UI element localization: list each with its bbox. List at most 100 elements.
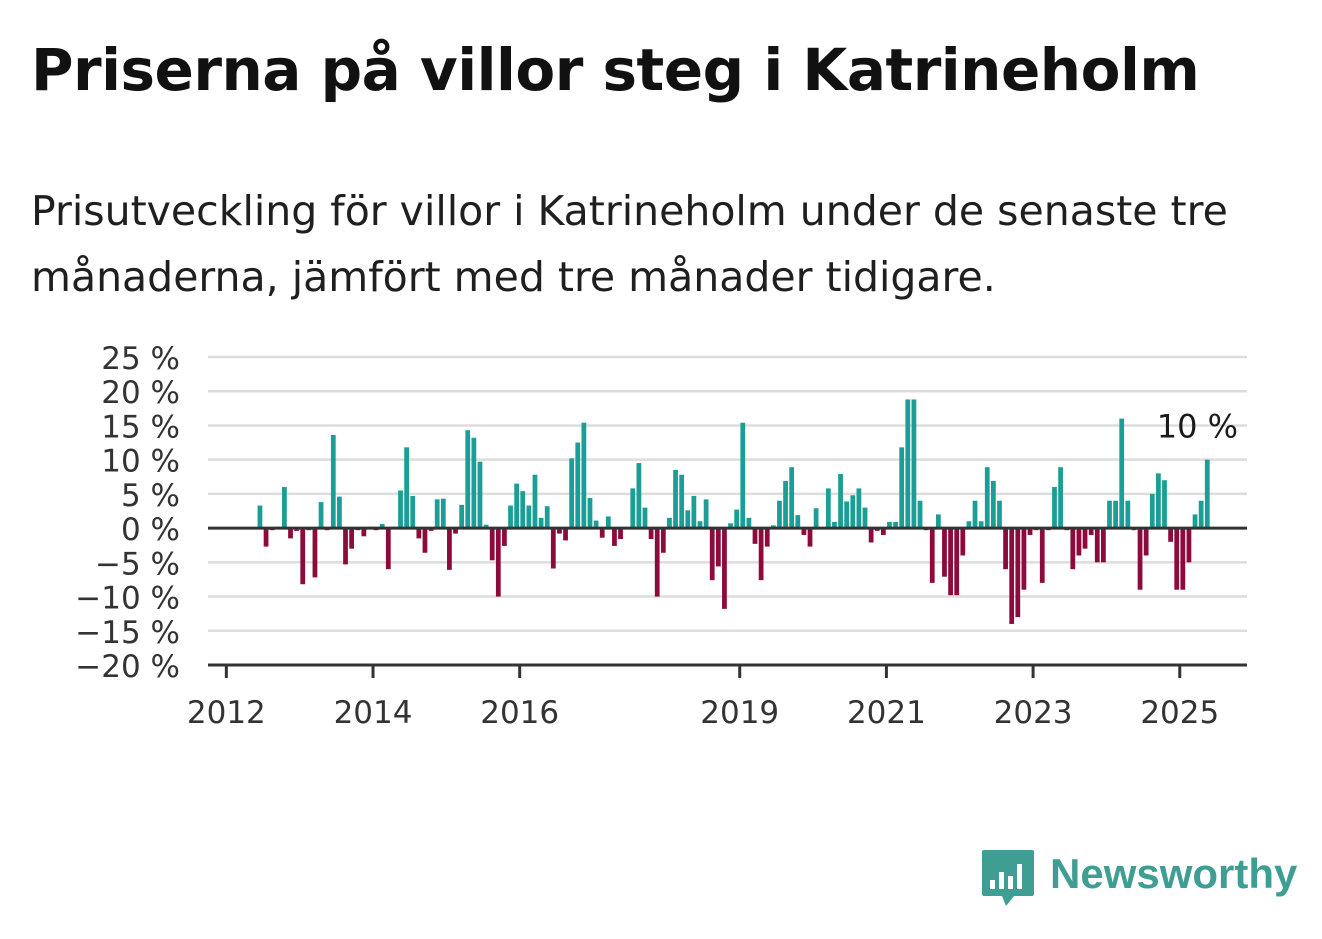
bar [410, 495, 416, 529]
bar [599, 528, 605, 538]
x-tick-label: 2012 [187, 695, 266, 731]
last-value-annotation: 10 % [1157, 408, 1238, 446]
bar [1107, 500, 1112, 529]
bar [709, 528, 715, 581]
y-tick-label: −15 % [75, 615, 180, 651]
bar [575, 442, 581, 529]
bar [349, 528, 355, 549]
bar [385, 528, 391, 570]
bar [899, 447, 905, 529]
bar [1168, 528, 1173, 542]
bar [905, 399, 911, 529]
bar [465, 430, 471, 529]
bar-chart-speech-bubble-icon [982, 850, 1034, 906]
bar [1192, 514, 1198, 529]
bar [587, 497, 593, 529]
bar [691, 495, 697, 529]
bar [911, 399, 917, 529]
bar [1009, 528, 1015, 624]
bar [813, 508, 819, 529]
bar [477, 461, 483, 529]
bar [942, 528, 947, 577]
bar [850, 495, 856, 529]
bar [1198, 500, 1204, 529]
bar [997, 500, 1002, 529]
bar [764, 528, 770, 547]
bar [532, 474, 538, 529]
bar [990, 480, 996, 529]
bar [1174, 528, 1180, 590]
bar [1076, 528, 1082, 556]
x-tick-label: 2014 [334, 695, 413, 731]
bar [1155, 473, 1161, 529]
bar [508, 505, 513, 529]
brand-name: Newsworthy [1050, 850, 1298, 897]
newsworthy-logo: Newsworthy [980, 848, 1297, 912]
bar [1137, 528, 1143, 590]
x-tick-label: 2021 [847, 695, 926, 731]
bar [734, 509, 740, 529]
bar [887, 521, 892, 529]
bar [715, 528, 721, 567]
bar [1003, 528, 1008, 570]
bar [569, 458, 575, 529]
bar [1119, 418, 1125, 529]
y-tick-label: 25 % [101, 341, 180, 377]
bar [673, 469, 678, 529]
bar [929, 528, 935, 583]
bar [984, 467, 990, 529]
bar [1021, 528, 1027, 590]
bar [954, 528, 960, 596]
y-tick-label: −20 % [75, 649, 180, 685]
bar [758, 528, 764, 581]
bar [495, 528, 501, 597]
bar [844, 501, 850, 529]
bar [593, 520, 599, 529]
bar [807, 528, 813, 547]
bar [795, 515, 801, 529]
bar [978, 521, 984, 529]
bar [654, 528, 660, 597]
bar [434, 499, 440, 529]
bar [312, 528, 318, 578]
bar [398, 490, 403, 529]
bar [960, 528, 966, 556]
bar [746, 517, 752, 529]
bar [440, 498, 446, 529]
y-tick-label: 5 % [121, 478, 180, 514]
bar [526, 505, 532, 529]
bar [1027, 528, 1033, 535]
bar [856, 488, 862, 529]
bar [868, 528, 874, 543]
bar [1204, 459, 1210, 529]
bar [642, 507, 648, 529]
bar [1149, 493, 1155, 529]
x-tick-label: 2019 [700, 695, 779, 731]
bar [550, 528, 556, 569]
bar [257, 505, 263, 529]
bar [972, 500, 978, 529]
bar [685, 510, 691, 529]
bar [1088, 528, 1094, 535]
bar [1070, 528, 1076, 570]
bar [935, 514, 941, 529]
bar [1094, 528, 1100, 563]
bar [722, 528, 727, 609]
bar [544, 506, 550, 529]
bar [1186, 528, 1192, 563]
x-tick-label: 2016 [480, 695, 559, 731]
bar [563, 528, 568, 541]
bar [514, 483, 520, 529]
bar [777, 500, 782, 529]
bar [917, 500, 923, 529]
bar [1162, 480, 1167, 529]
bar [404, 447, 410, 529]
bar [1180, 528, 1186, 590]
bar [880, 528, 886, 535]
chart-subtitle: Prisutveckling för villor i Katrineholm … [31, 187, 1228, 301]
bar [618, 528, 623, 540]
bar [1052, 487, 1057, 529]
bar [300, 528, 306, 585]
grid-lines [208, 355, 1247, 633]
bar [630, 488, 636, 529]
